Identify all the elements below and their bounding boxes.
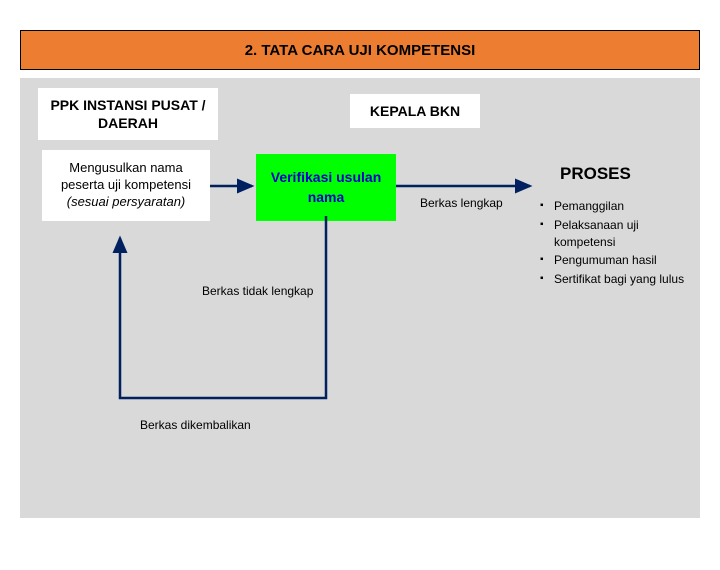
list-item: Sertifikat bagi yang lulus — [540, 271, 690, 288]
process-title: PROSES — [560, 164, 631, 184]
box-mengusulkan: Mengusulkan nama peserta uji kompetensi … — [42, 150, 210, 221]
box-verifikasi: Verifikasi usulan nama — [256, 154, 396, 221]
title-bar: 2. TATA CARA UJI KOMPETENSI — [20, 30, 700, 70]
label-berkas-dikembalikan: Berkas dikembalikan — [140, 418, 251, 432]
box1-text: Mengusulkan nama peserta uji kompetensi — [61, 160, 191, 192]
box2-text: Verifikasi usulan nama — [271, 169, 382, 205]
list-item: Pengumuman hasil — [540, 252, 690, 269]
process-list: Pemanggilan Pelaksanaan uji kompetensi P… — [540, 198, 690, 290]
diagram-area: PPK INSTANSI PUSAT / DAERAH KEPALA BKN M… — [20, 78, 700, 518]
flow-arrows — [20, 78, 700, 518]
label-berkas-tidak-lengkap: Berkas tidak lengkap — [202, 284, 313, 298]
col1-header-text: PPK INSTANSI PUSAT / DAERAH — [50, 97, 205, 131]
box1-text-italic: (sesuai persyaratan) — [67, 194, 186, 209]
label-berkas-lengkap: Berkas lengkap — [420, 196, 503, 210]
column-header-bkn: KEPALA BKN — [350, 94, 480, 128]
col2-header-text: KEPALA BKN — [370, 103, 460, 119]
process-title-text: PROSES — [560, 164, 631, 183]
column-header-ppk: PPK INSTANSI PUSAT / DAERAH — [38, 88, 218, 140]
title-text: 2. TATA CARA UJI KOMPETENSI — [245, 42, 476, 59]
process-ul: Pemanggilan Pelaksanaan uji kompetensi P… — [540, 198, 690, 288]
list-item: Pelaksanaan uji kompetensi — [540, 217, 690, 251]
list-item: Pemanggilan — [540, 198, 690, 215]
